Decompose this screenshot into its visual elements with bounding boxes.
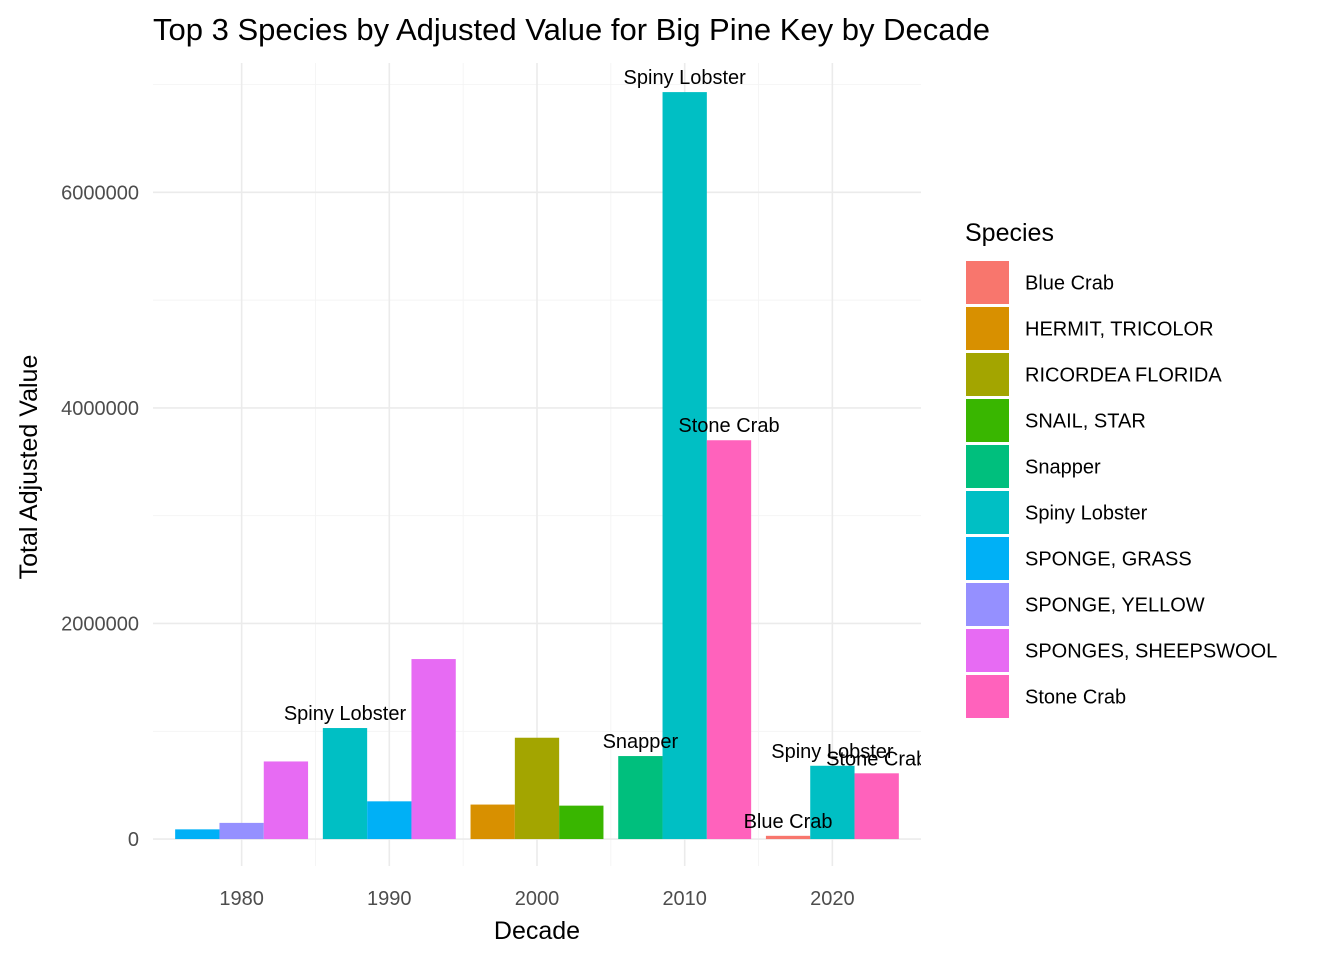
chart-title: Top 3 Species by Adjusted Value for Big …: [153, 12, 990, 47]
bar: [367, 801, 412, 840]
bar: [765, 835, 811, 840]
x-tick-label: 2020: [810, 888, 855, 910]
bar-label: Stone Crab: [678, 415, 779, 437]
x-tick-label: 2010: [662, 888, 707, 910]
bar-label: Spiny Lobster: [624, 67, 747, 89]
bar: [263, 761, 309, 840]
legend-key: [966, 491, 1009, 534]
y-axis-title: Total Adjusted Value: [15, 355, 43, 580]
bar-label: Snapper: [603, 731, 679, 753]
bar: [559, 805, 604, 840]
bar: [618, 756, 663, 840]
bar: [322, 728, 368, 840]
legend-label: Blue Crab: [1025, 273, 1114, 295]
legend-key: [966, 445, 1009, 488]
bars: [175, 92, 899, 840]
legend-key: [966, 353, 1009, 396]
bar: [175, 829, 220, 840]
bar: [514, 737, 560, 840]
x-tick-label: 1990: [367, 888, 412, 910]
gridlines: [153, 63, 921, 866]
legend-items: Blue Crab HERMIT, TRICOLOR RICORDEA FLORID…: [966, 261, 1277, 718]
bar-label: Spiny Lobster: [771, 741, 894, 763]
legend-key: [966, 307, 1009, 350]
legend-label: SNAIL, STAR: [1025, 411, 1146, 433]
y-tick-label: 0: [128, 829, 139, 851]
bar: [470, 804, 515, 840]
y-tick-label: 2000000: [61, 613, 139, 635]
x-axis-ticks: 1980 1990 2000 2010 2020: [219, 888, 854, 910]
y-tick-label: 6000000: [61, 182, 139, 204]
bar: [662, 92, 707, 840]
y-axis-ticks: 0 2000000 4000000 6000000: [61, 182, 139, 851]
x-tick-label: 2000: [515, 888, 560, 910]
bar: [854, 773, 899, 840]
legend-key: [966, 537, 1009, 580]
bar: [810, 765, 855, 840]
legend-label: SPONGE, GRASS: [1025, 549, 1192, 571]
bar-label: Blue Crab: [744, 811, 833, 833]
x-tick-label: 1980: [219, 888, 264, 910]
legend-key: [966, 399, 1009, 442]
legend-key: [966, 583, 1009, 626]
legend: Species Blue Crab HERMIT, TRICOLOR RICORDE…: [965, 219, 1277, 718]
legend-label: HERMIT, TRICOLOR: [1025, 319, 1214, 341]
x-axis-title: Decade: [494, 917, 580, 945]
legend-key: [966, 629, 1009, 672]
legend-label: Snapper: [1025, 457, 1101, 479]
legend-label: Spiny Lobster: [1025, 503, 1148, 525]
legend-label: SPONGE, YELLOW: [1025, 595, 1205, 617]
legend-key: [966, 261, 1009, 304]
bar-label: Stone Crab: [826, 748, 927, 770]
bar: [219, 822, 264, 840]
bar: [411, 659, 456, 840]
y-tick-label: 4000000: [61, 398, 139, 420]
legend-label: SPONGES, SHEEPSWOOL: [1025, 641, 1277, 663]
legend-title: Species: [965, 219, 1054, 247]
legend-key: [966, 675, 1009, 718]
legend-label: RICORDEA FLORIDA: [1025, 365, 1222, 387]
bar-label: Spiny Lobster: [284, 703, 407, 725]
bar: [706, 440, 752, 840]
legend-label: Stone Crab: [1025, 687, 1126, 709]
